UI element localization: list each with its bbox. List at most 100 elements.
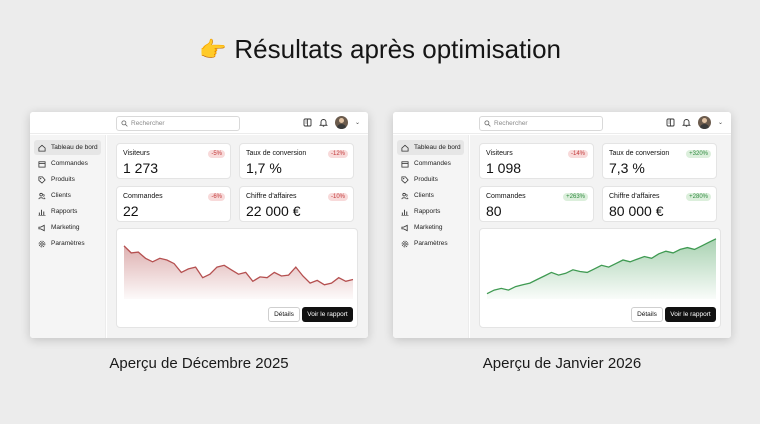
avatar[interactable]: [334, 116, 348, 129]
main-content: Visiteurs 1 098 -14% Taux de conversion 7,3 …: [470, 135, 731, 338]
headline-text: Résultats après optimisation: [234, 34, 561, 64]
box-icon: [38, 160, 46, 168]
dashboard-after: Rechercher ⌄ Tableau de bord Commandes Produ…: [393, 112, 731, 338]
delta-badge: +280%: [686, 193, 711, 201]
details-button[interactable]: Détails: [268, 307, 300, 322]
chevron-down-icon[interactable]: ⌄: [354, 120, 360, 126]
pointing-hand-icon: 👉: [198, 36, 227, 62]
metric-label: Chiffre d'affaires: [609, 193, 660, 200]
gear-icon: [401, 240, 409, 247]
trend-chart: [486, 238, 717, 299]
dashboard-before: Rechercher ⌄ Tableau de bord Commandes Produ…: [30, 112, 368, 338]
caption-before: Aperçu de Décembre 2025: [109, 355, 289, 372]
search-input[interactable]: Rechercher: [479, 116, 603, 131]
megaphone-icon: [38, 224, 45, 231]
metric-card: Chiffre d'affaires 22 000 € -10%: [239, 186, 354, 222]
metric-card: Commandes 80 +263%: [479, 186, 594, 222]
sidebar-item-3[interactable]: Clients: [397, 188, 464, 203]
delta-badge: -6%: [208, 193, 225, 201]
sidebar-item-label: Marketing: [414, 224, 443, 231]
sidebar-item-6[interactable]: Paramètres: [34, 236, 101, 251]
metric-card: Commandes 22 -6%: [116, 186, 231, 222]
sidebar-item-3[interactable]: Clients: [34, 188, 101, 203]
avatar[interactable]: [697, 116, 711, 129]
metric-value: 80: [486, 203, 502, 219]
metric-label: Taux de conversion: [246, 150, 307, 157]
metric-value: 80 000 €: [609, 203, 664, 219]
sidebar-item-label: Clients: [414, 192, 434, 199]
search-icon: [484, 120, 491, 127]
metric-card: Taux de conversion 1,7 % -12%: [239, 143, 354, 179]
metric-label: Visiteurs: [123, 150, 150, 157]
sidebar-item-5[interactable]: Marketing: [34, 220, 101, 235]
sidebar-item-4[interactable]: Rapports: [34, 204, 101, 219]
metric-card: Chiffre d'affaires 80 000 € +280%: [602, 186, 717, 222]
chevron-down-icon[interactable]: ⌄: [717, 120, 723, 126]
sidebar-item-6[interactable]: Paramètres: [397, 236, 464, 251]
metric-card: Visiteurs 1 098 -14%: [479, 143, 594, 179]
sidebar-item-label: Paramètres: [414, 240, 448, 247]
metric-card: Taux de conversion 7,3 % +320%: [602, 143, 717, 179]
view-report-button[interactable]: Voir le rapport: [665, 307, 716, 322]
details-button[interactable]: Détails: [631, 307, 663, 322]
sidebar-item-label: Tableau de bord: [414, 144, 461, 151]
metric-label: Commandes: [486, 193, 526, 200]
sidebar-item-1[interactable]: Commandes: [397, 156, 464, 171]
metric-label: Taux de conversion: [609, 150, 670, 157]
chart-line: [123, 245, 354, 286]
box-icon: [401, 160, 409, 168]
main-content: Visiteurs 1 273 -5% Taux de conversion 1,7 %…: [107, 135, 368, 338]
sidebar-item-label: Commandes: [414, 160, 451, 167]
metric-card: Visiteurs 1 273 -5%: [116, 143, 231, 179]
book-icon[interactable]: [666, 118, 675, 127]
top-bar: Rechercher ⌄: [393, 112, 731, 134]
sidebar-item-5[interactable]: Marketing: [397, 220, 464, 235]
chart-area: [487, 238, 716, 299]
tag-icon: [38, 175, 46, 184]
sidebar-item-label: Tableau de bord: [51, 144, 98, 151]
sidebar-item-label: Rapports: [414, 208, 441, 215]
sidebar-item-0[interactable]: Tableau de bord: [34, 140, 101, 155]
delta-badge: -10%: [327, 193, 348, 201]
view-report-button[interactable]: Voir le rapport: [302, 307, 353, 322]
book-icon[interactable]: [303, 118, 312, 127]
metric-value: 1 273: [123, 160, 159, 176]
sidebar-item-2[interactable]: Produits: [34, 172, 101, 187]
sidebar-item-0[interactable]: Tableau de bord: [397, 140, 464, 155]
megaphone-icon: [401, 224, 408, 231]
sidebar-item-1[interactable]: Commandes: [34, 156, 101, 171]
search-input[interactable]: Rechercher: [116, 116, 240, 131]
delta-badge: +263%: [563, 193, 588, 201]
home-icon: [401, 144, 409, 152]
metric-value: 7,3 %: [609, 160, 645, 176]
sidebar-item-4[interactable]: Rapports: [397, 204, 464, 219]
sidebar-item-2[interactable]: Produits: [397, 172, 464, 187]
sidebar-item-label: Commandes: [51, 160, 88, 167]
sidebar-item-label: Rapports: [51, 208, 78, 215]
top-bar: Rechercher ⌄: [30, 112, 368, 134]
headline: 👉 Résultats après optimisation: [0, 34, 760, 65]
caption-after: Aperçu de Janvier 2026: [482, 355, 642, 372]
trend-chart: [123, 245, 354, 299]
sidebar: Tableau de bord Commandes Produits Clients R…: [393, 135, 469, 338]
delta-badge: -14%: [567, 150, 588, 158]
bell-icon[interactable]: [319, 118, 328, 127]
metric-value: 22: [123, 203, 139, 219]
chart-line: [486, 238, 717, 295]
sidebar-item-label: Produits: [51, 176, 75, 183]
metric-value: 1 098: [486, 160, 522, 176]
search-placeholder: Rechercher: [494, 120, 528, 127]
bar-chart-icon: [38, 209, 46, 216]
home-icon: [38, 144, 46, 152]
metric-value: 1,7 %: [246, 160, 282, 176]
sidebar: Tableau de bord Commandes Produits Clients R…: [30, 135, 106, 338]
bell-icon[interactable]: [682, 118, 691, 127]
search-placeholder: Rechercher: [131, 120, 165, 127]
sidebar-item-label: Marketing: [51, 224, 80, 231]
users-icon: [401, 192, 409, 199]
search-icon: [121, 120, 128, 127]
users-icon: [38, 192, 46, 199]
delta-badge: -5%: [208, 150, 225, 158]
chart-area: [124, 245, 353, 299]
delta-badge: +320%: [686, 150, 711, 158]
